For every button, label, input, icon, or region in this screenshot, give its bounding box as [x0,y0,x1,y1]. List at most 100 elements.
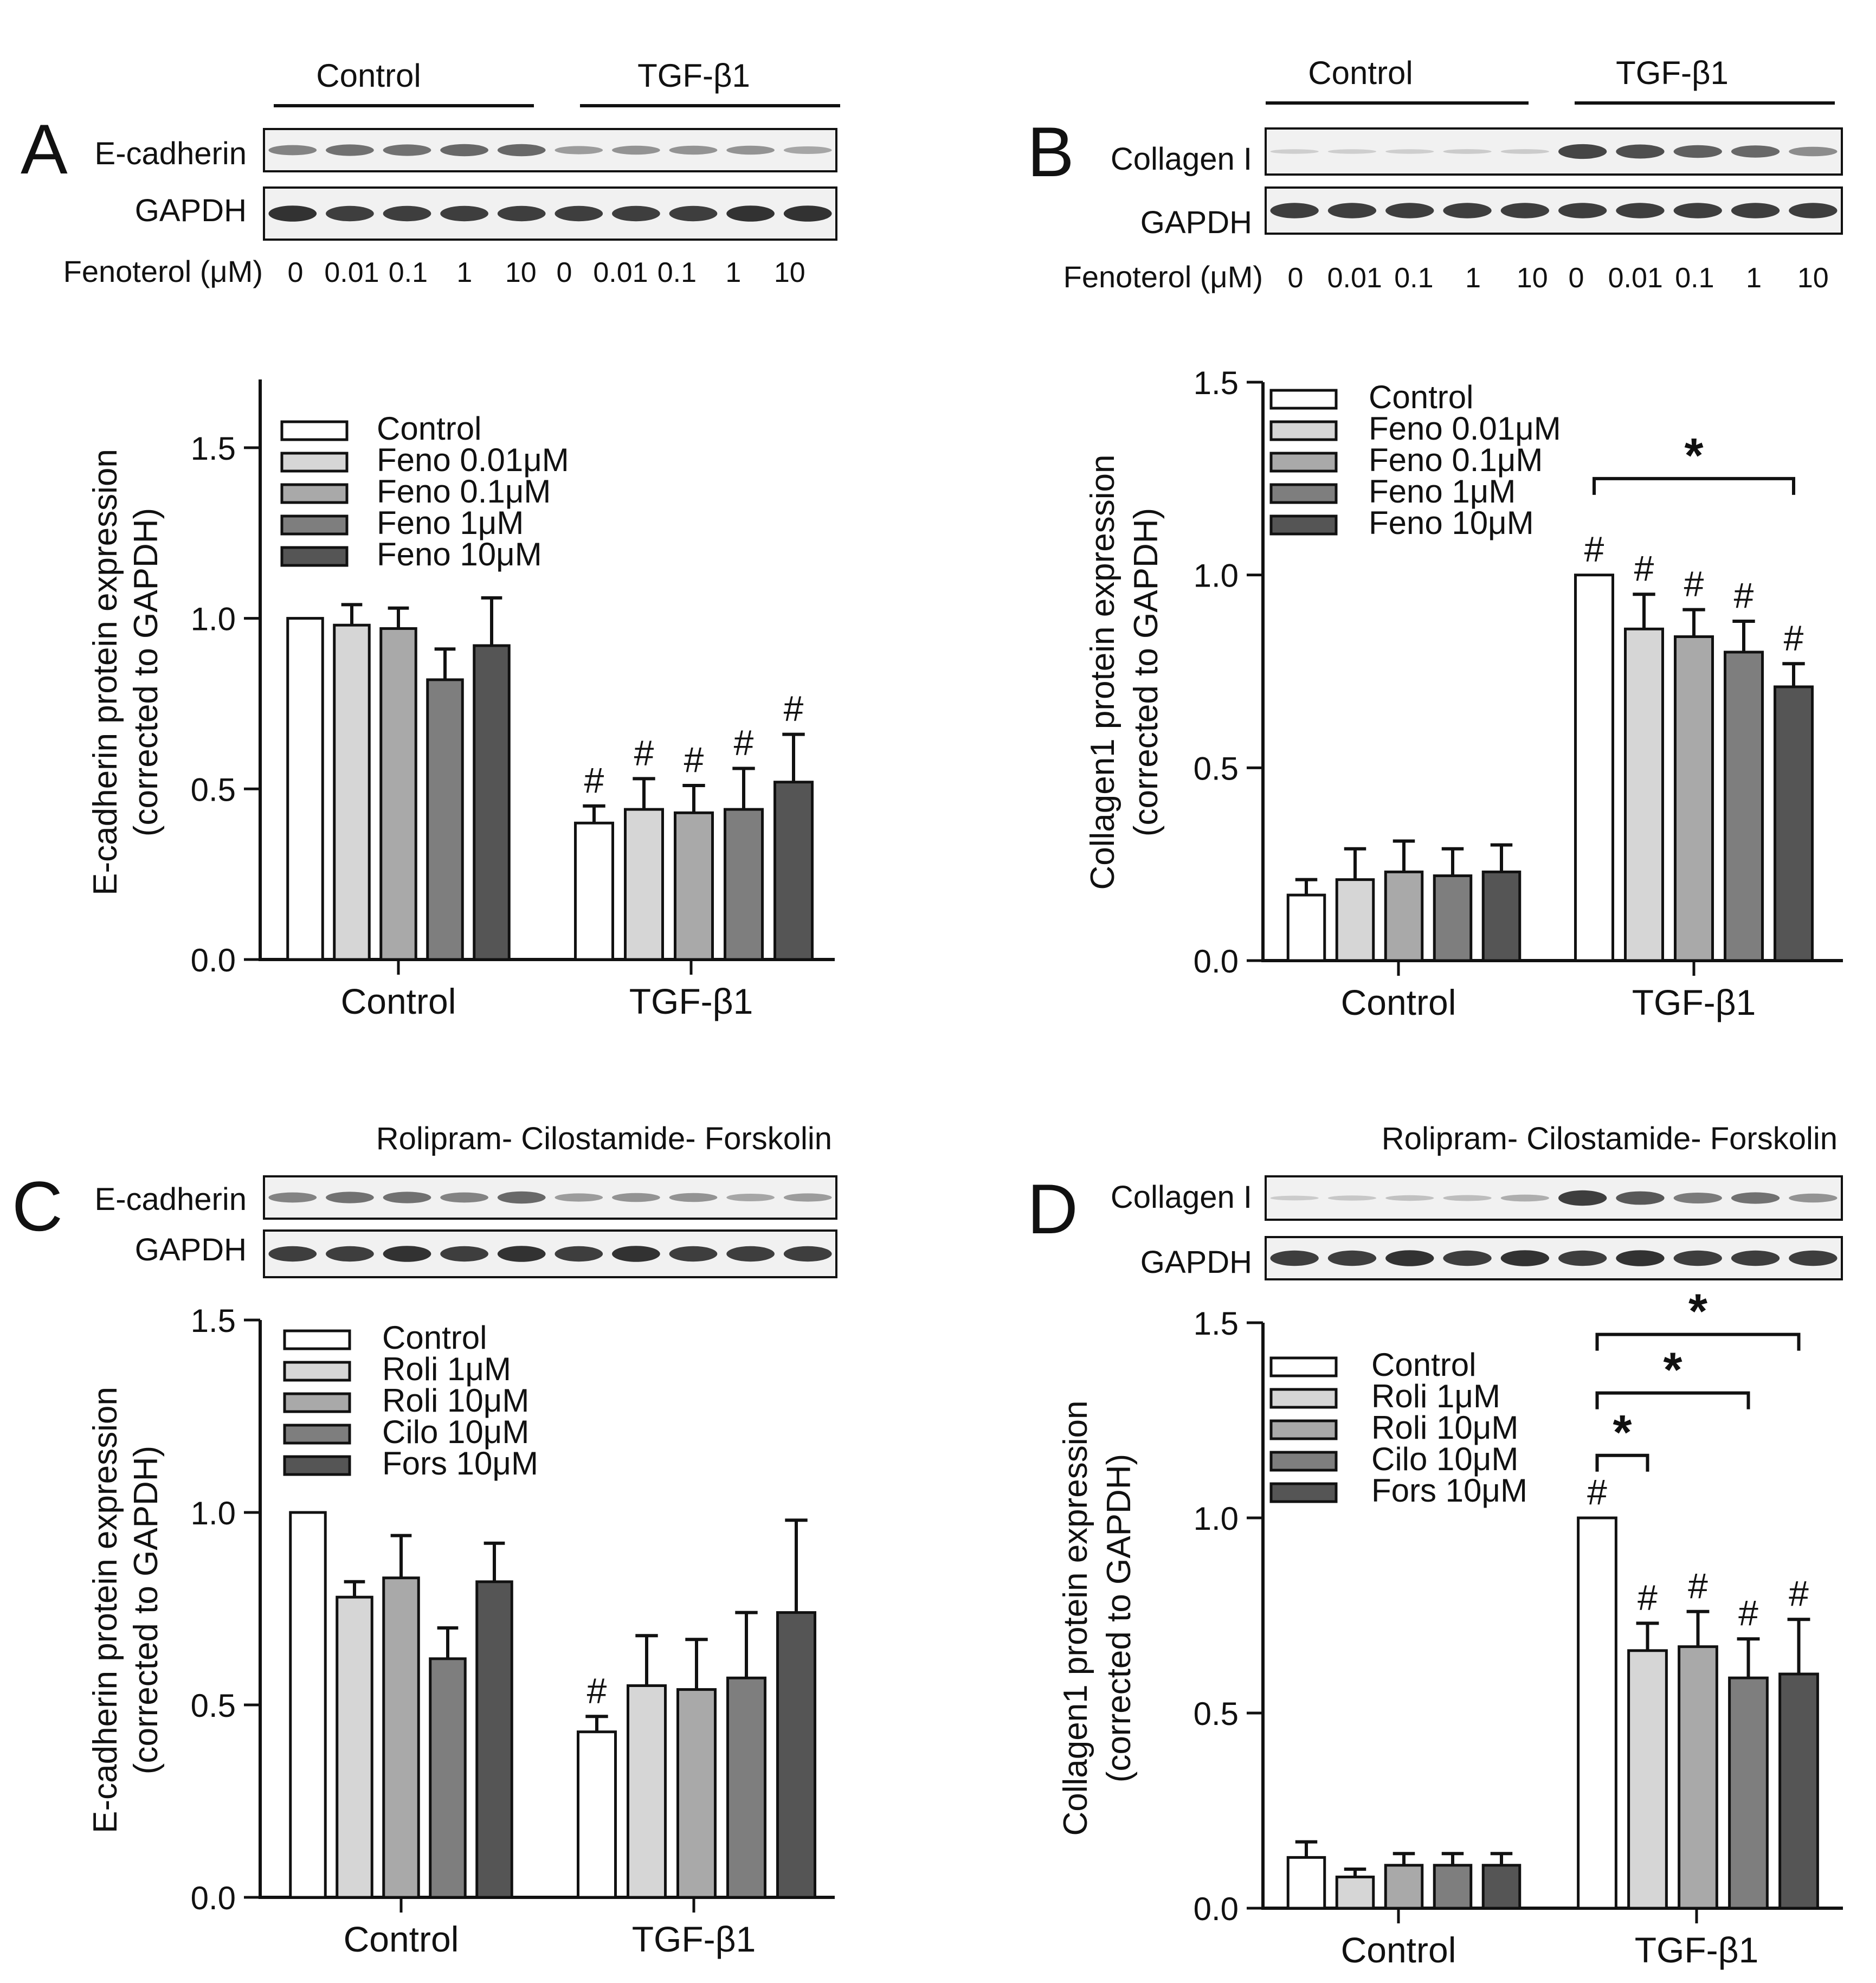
blot-band [1443,149,1492,154]
blot-band [1270,149,1319,154]
legend-label: Roli 1μM [382,1351,511,1387]
bar [1778,1672,1819,1910]
legend-swatch [280,546,349,567]
blot-row-label: E-cadherin [95,1182,247,1217]
blot-band [383,205,431,222]
legend-label: Feno 10μM [1369,505,1534,541]
dose-value: 0.01 [1327,262,1382,294]
blot-band [669,205,718,222]
bar [1286,893,1326,962]
blot-band [440,144,488,157]
legend-label: Feno 1μM [1369,473,1516,510]
legend-label: Roli 1μM [1371,1378,1500,1414]
dose-value: 0.01 [593,257,648,288]
panel-a: A Control TGF-β1 E-cadherin GAPDH Fenoterol (… [21,57,840,1021]
bar [1724,651,1764,962]
significance-mark: # [1587,1472,1607,1512]
blot-band [1385,149,1434,154]
dose-value: 10 [774,257,805,288]
legend-swatch [1269,483,1338,504]
bar [379,627,417,961]
blot-band [612,205,660,222]
significance-mark: # [1734,575,1754,615]
bar [1574,574,1614,962]
blot-band [326,1192,374,1203]
y-axis-title: E-cadherin protein expression [87,1387,124,1833]
bar [1627,1649,1668,1910]
significance-mark: # [584,760,604,800]
significance-mark: # [784,688,804,729]
significance-bracket [1593,477,1795,495]
dose-value: 10 [1797,262,1829,294]
blot-band [726,205,775,222]
blot-band [1673,1193,1722,1203]
bar [1384,1864,1424,1910]
x-category-label: TGF-β1 [629,981,753,1021]
blot-band [1500,149,1549,154]
dose-value: 0.01 [324,257,379,288]
blot-band [1731,145,1780,158]
dose-label: Fenoterol (μM) [1063,260,1263,294]
bar [429,1657,467,1899]
legend-label: Fors 10μM [382,1445,538,1482]
blot-row-label: GAPDH [135,193,247,228]
bar [1678,1645,1718,1910]
dose-value: 0.1 [1675,262,1714,294]
blot-band [326,144,374,156]
dose-value: 0 [1569,262,1584,294]
legend-swatch [1269,1419,1338,1440]
panel-d: D Rolipram- Cilostamide- Forskolin Collage… [1027,1121,1843,1970]
bar [624,808,664,961]
bar [674,811,714,961]
y-tick-label: 0.0 [1194,1891,1239,1927]
legend-label: Feno 0.01μM [1369,410,1561,447]
bar [776,1611,816,1899]
blot-band [783,1193,832,1202]
panel-b: B Control TGF-β1 Collagen I GAPDH Fenoterol (… [1027,55,1843,1022]
significance-bracket [1595,1391,1750,1409]
x-category-label: Control [344,1919,459,1959]
blot-band [1443,1250,1492,1266]
blot-band [1385,1250,1434,1266]
blot-header-tgf: TGF-β1 [637,57,750,94]
blot-band [1616,144,1665,159]
legend-swatch [283,1424,351,1445]
significance-bracket [1595,1453,1649,1472]
significance-mark: # [1784,617,1804,658]
legend-label: Control [377,410,481,447]
dose-value: 1 [1465,262,1481,294]
dose-value: 0 [557,257,572,288]
blot-band [1616,203,1665,218]
y-axis-subtitle: (corrected to GAPDH) [127,508,165,836]
blot-band [383,1192,431,1203]
x-category-label: Control [1341,982,1456,1022]
dose-value: 0.01 [1608,262,1663,294]
legend-label: Feno 0.01μM [377,442,569,478]
legend-swatch [280,420,349,441]
bar [1728,1676,1769,1910]
blot-band [268,1192,317,1203]
legend-label: Control [1369,379,1473,415]
bar [286,617,324,961]
blot-band [268,1246,317,1262]
blot-band [1789,1250,1838,1266]
bar [1433,874,1473,962]
legend-swatch [1269,420,1338,441]
blot-header-control: Control [1308,55,1413,91]
blot-band [1673,1250,1722,1266]
blot-row-label: E-cadherin [95,136,247,171]
y-tick-label: 0.5 [1194,750,1239,787]
bar [726,1676,766,1899]
legend-swatch [283,1455,351,1476]
blot-header-treatments: Rolipram- Cilostamide- Forskolin [1382,1121,1838,1156]
legend-swatch [280,452,349,473]
y-tick-label: 0.5 [191,771,236,808]
bar [676,1688,717,1899]
bracket-label: * [1663,1343,1682,1398]
legend-swatch [1269,1451,1338,1472]
bar [289,1511,327,1899]
significance-mark: # [1638,1577,1658,1617]
blot-band [555,205,603,222]
blot-band [1616,1250,1665,1266]
